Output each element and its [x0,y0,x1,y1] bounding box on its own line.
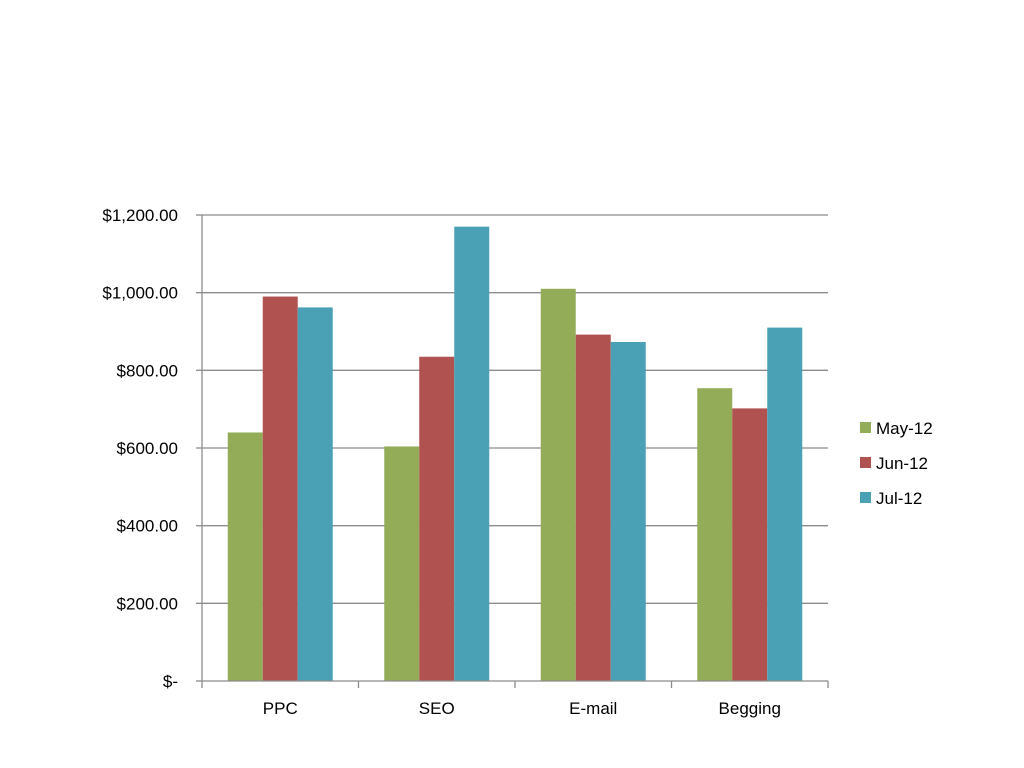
bars [227,226,803,681]
y-tick-label: $- [163,672,178,691]
x-axis-tick-labels: PPC SEO E-mail Begging [263,699,781,718]
bar-e-mail-jul-12 [610,341,646,681]
y-tick-label: $200.00 [117,594,178,613]
y-tick-label: $800.00 [117,361,178,380]
bar-begging-jul-12 [767,327,803,681]
legend-swatch-may-12 [860,422,871,433]
bar-ppc-jul-12 [297,307,333,681]
bar-begging-jun-12 [732,408,768,681]
bar-e-mail-may-12 [540,288,576,681]
x-tick-label: PPC [263,699,298,718]
bar-ppc-jun-12 [262,296,298,681]
y-tick-label: $600.00 [117,439,178,458]
legend-swatch-jul-12 [860,492,871,503]
y-tick-label: $1,200.00 [102,206,178,225]
legend-label: Jun-12 [876,454,928,473]
x-tick-label: Begging [719,699,781,718]
legend-label: May-12 [876,419,933,438]
bar-e-mail-jun-12 [575,334,611,681]
y-tick-label: $1,000.00 [102,284,178,303]
bar-seo-jun-12 [419,356,455,681]
bar-begging-may-12 [697,388,733,681]
y-axis-tick-labels: $- $200.00 $400.00 $600.00 $800.00 $1,000.00 $… [102,206,178,691]
legend-label: Jul-12 [876,489,922,508]
bar-seo-may-12 [384,446,420,681]
x-tick-label: SEO [419,699,455,718]
legend-swatch-jun-12 [860,457,871,468]
legend: May-12 Jun-12 Jul-12 [860,419,933,508]
axes [196,214,829,688]
bar-ppc-may-12 [227,432,263,681]
x-tick-label: E-mail [569,699,617,718]
bar-seo-jul-12 [454,226,490,681]
y-tick-label: $400.00 [117,517,178,536]
